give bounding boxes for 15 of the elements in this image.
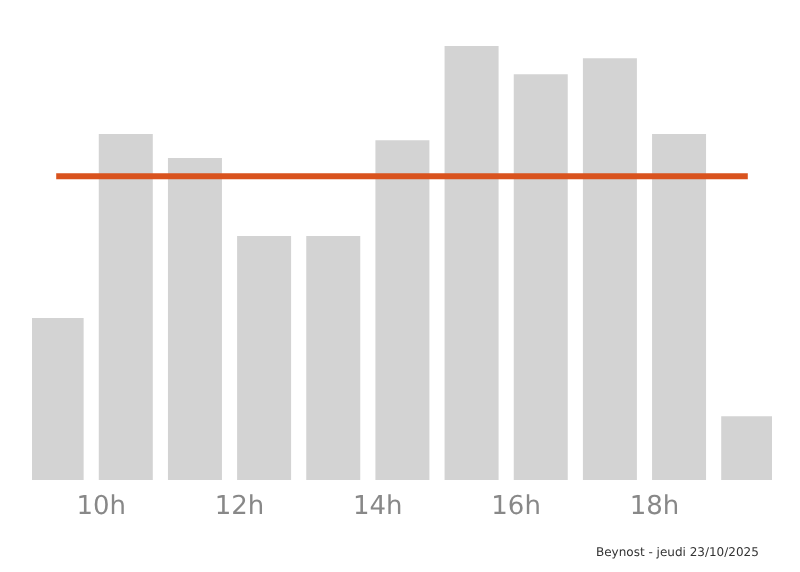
bar xyxy=(582,58,637,480)
x-tick-label: 12h xyxy=(214,492,265,523)
bar xyxy=(444,46,499,480)
x-tick-label: 18h xyxy=(629,492,680,523)
x-tick-label: 14h xyxy=(353,492,403,523)
bar xyxy=(167,157,222,480)
bar xyxy=(306,236,361,480)
bar xyxy=(513,74,568,480)
bar xyxy=(237,236,292,480)
bar xyxy=(32,318,84,480)
bar xyxy=(652,134,707,480)
x-tick-label: 10h xyxy=(76,492,126,523)
x-tick-label: 16h xyxy=(491,492,541,523)
bar xyxy=(98,134,153,480)
bar xyxy=(375,140,430,480)
